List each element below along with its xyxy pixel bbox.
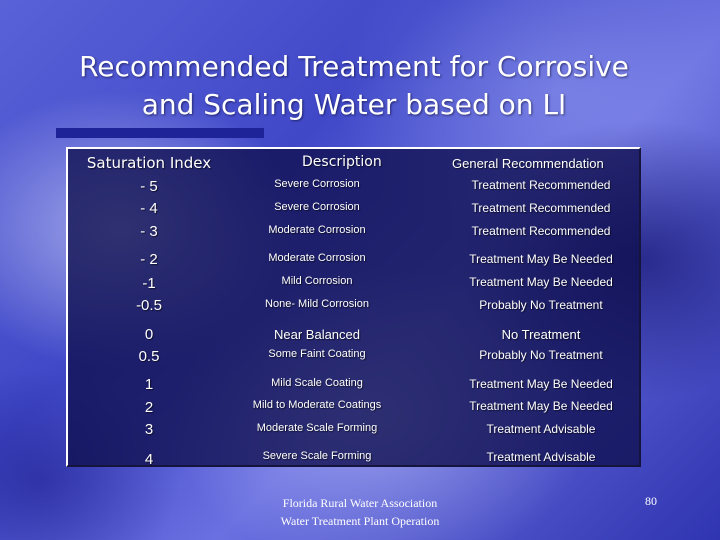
row-5-index: -1 bbox=[142, 275, 156, 292]
slide-footer: Florida Rural Water Association Water Tr… bbox=[240, 494, 480, 530]
row-9-recommendation: Treatment May Be Needed bbox=[469, 377, 613, 391]
row-3-recommendation: Treatment Recommended bbox=[471, 224, 611, 238]
row-11-index: 3 bbox=[144, 421, 154, 438]
row-2-description: Severe Corrosion bbox=[274, 201, 360, 213]
slide-title-line-1: Recommended Treatment for Corrosive bbox=[79, 50, 629, 83]
row-1-recommendation: Treatment Recommended bbox=[471, 178, 611, 192]
row-7-recommendation: No Treatment bbox=[501, 327, 581, 342]
row-4-description: Moderate Corrosion bbox=[268, 252, 366, 264]
row-6-recommendation: Probably No Treatment bbox=[479, 298, 603, 312]
row-10-recommendation: Treatment May Be Needed bbox=[469, 399, 613, 413]
header-general-recommendation: General Recommendation bbox=[452, 156, 604, 171]
row-11-description: Moderate Scale Forming bbox=[256, 422, 378, 434]
treatment-table: Saturation Index Description General Rec… bbox=[66, 147, 641, 468]
row-8-recommendation: Probably No Treatment bbox=[479, 348, 603, 362]
footer-line-1: Florida Rural Water Association bbox=[282, 496, 438, 510]
row-12-recommendation: Treatment Advisable bbox=[486, 450, 596, 464]
header-description: Description bbox=[302, 154, 382, 170]
row-9-description: Mild Scale Coating bbox=[271, 377, 363, 389]
footer-line-2: Water Treatment Plant Operation bbox=[280, 514, 440, 528]
row-8-index: 0.5 bbox=[138, 348, 160, 365]
row-2-index: - 4 bbox=[140, 200, 158, 217]
row-12-description: Severe Scale Forming bbox=[262, 450, 372, 462]
row-10-index: 2 bbox=[144, 399, 154, 416]
row-7-index: 0 bbox=[144, 326, 154, 343]
slide-title-line-2: and Scaling Water based on LI bbox=[141, 88, 567, 121]
row-8-description: Some Faint Coating bbox=[268, 348, 366, 360]
row-12-index: 4 bbox=[144, 451, 154, 468]
row-5-description: Mild Corrosion bbox=[281, 275, 353, 287]
row-4-index: - 2 bbox=[140, 251, 158, 268]
row-7-description: Near Balanced bbox=[274, 327, 360, 342]
row-9-index: 1 bbox=[144, 376, 154, 393]
header-saturation-index: Saturation Index bbox=[86, 154, 212, 172]
row-10-description: Mild to Moderate Coatings bbox=[252, 399, 382, 411]
row-1-description: Severe Corrosion bbox=[274, 178, 360, 190]
slide-title: Recommended Treatment for Corrosive and … bbox=[0, 48, 708, 124]
row-6-index: -0.5 bbox=[136, 297, 162, 314]
row-3-index: - 3 bbox=[140, 223, 158, 240]
row-2-recommendation: Treatment Recommended bbox=[471, 201, 611, 215]
row-4-recommendation: Treatment May Be Needed bbox=[469, 252, 613, 266]
row-5-recommendation: Treatment May Be Needed bbox=[469, 275, 613, 289]
row-6-description: None- Mild Corrosion bbox=[265, 298, 369, 310]
row-1-index: - 5 bbox=[140, 178, 158, 195]
row-3-description: Moderate Corrosion bbox=[268, 224, 366, 236]
row-11-recommendation: Treatment Advisable bbox=[486, 422, 596, 436]
title-underline-bar bbox=[56, 128, 264, 138]
page-number: 80 bbox=[645, 494, 657, 508]
